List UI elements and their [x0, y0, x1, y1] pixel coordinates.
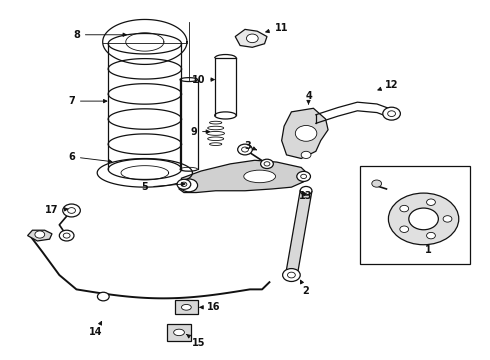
Circle shape: [98, 292, 109, 301]
Text: 15: 15: [187, 334, 205, 348]
Text: 5: 5: [142, 182, 185, 192]
Text: 2: 2: [300, 280, 310, 296]
Ellipse shape: [181, 305, 191, 310]
Circle shape: [383, 107, 400, 120]
Circle shape: [35, 231, 45, 238]
Text: 17: 17: [45, 206, 68, 216]
Circle shape: [372, 180, 382, 187]
Circle shape: [295, 126, 317, 141]
Circle shape: [181, 182, 187, 186]
Text: 12: 12: [378, 80, 398, 90]
Text: 8: 8: [73, 30, 126, 40]
Text: 4: 4: [305, 91, 312, 104]
Ellipse shape: [173, 329, 184, 336]
Circle shape: [300, 186, 312, 195]
Polygon shape: [179, 160, 309, 193]
Circle shape: [177, 179, 191, 189]
Text: 6: 6: [68, 152, 112, 163]
Circle shape: [400, 226, 409, 233]
Ellipse shape: [244, 170, 275, 183]
Polygon shape: [235, 30, 267, 47]
Circle shape: [427, 233, 436, 239]
Circle shape: [400, 205, 409, 212]
Circle shape: [389, 193, 459, 245]
Circle shape: [388, 111, 395, 117]
Circle shape: [301, 151, 311, 158]
Text: 7: 7: [68, 96, 107, 106]
Text: 16: 16: [200, 302, 220, 312]
Circle shape: [409, 208, 439, 230]
Polygon shape: [27, 230, 52, 241]
Circle shape: [242, 147, 248, 152]
FancyBboxPatch shape: [174, 300, 198, 315]
Circle shape: [59, 230, 74, 241]
Circle shape: [68, 208, 75, 213]
Circle shape: [427, 199, 436, 206]
Text: 13: 13: [299, 191, 313, 201]
Circle shape: [180, 179, 197, 192]
Circle shape: [264, 162, 270, 166]
Circle shape: [301, 174, 307, 179]
Circle shape: [63, 233, 70, 238]
Polygon shape: [286, 190, 312, 275]
Circle shape: [288, 272, 295, 278]
Circle shape: [63, 204, 80, 217]
Polygon shape: [282, 108, 328, 158]
Bar: [360, 166, 470, 264]
Text: 1: 1: [425, 245, 432, 255]
Text: 14: 14: [89, 321, 103, 337]
Text: 10: 10: [192, 75, 214, 85]
Circle shape: [297, 171, 311, 181]
Circle shape: [261, 159, 273, 168]
FancyBboxPatch shape: [167, 324, 191, 341]
Circle shape: [238, 144, 252, 155]
Circle shape: [443, 216, 452, 222]
Circle shape: [246, 34, 258, 42]
Circle shape: [283, 269, 300, 282]
Text: 11: 11: [266, 23, 289, 33]
Text: 9: 9: [190, 127, 209, 136]
Text: 3: 3: [244, 141, 256, 151]
